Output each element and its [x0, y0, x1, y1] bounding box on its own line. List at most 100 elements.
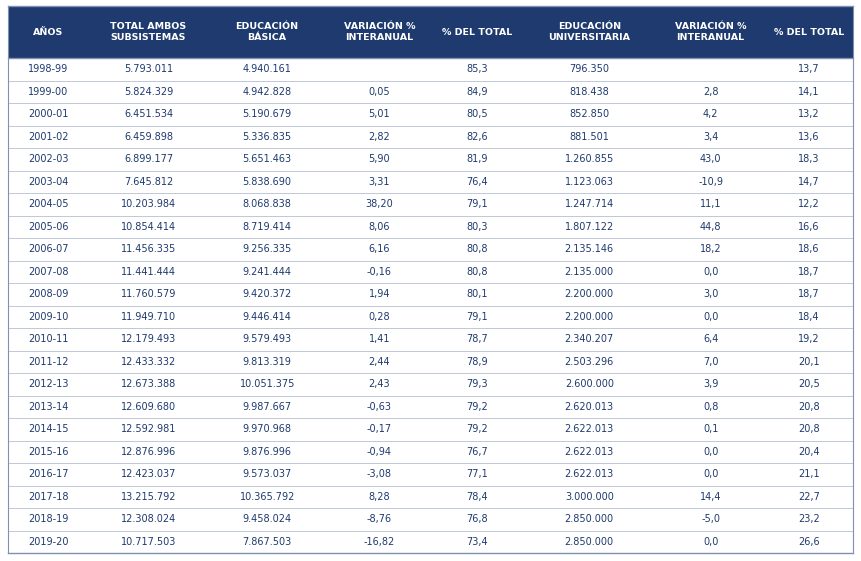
Text: 2013-14: 2013-14	[28, 402, 68, 412]
Text: 2012-13: 2012-13	[28, 379, 68, 389]
Text: 6.459.898: 6.459.898	[124, 132, 173, 142]
Text: 4,2: 4,2	[703, 109, 718, 119]
Text: 2.340.207: 2.340.207	[565, 334, 614, 344]
Text: 2.622.013: 2.622.013	[565, 424, 614, 434]
Text: 80,5: 80,5	[467, 109, 488, 119]
Text: EDUCACIÓN
BÁSICA: EDUCACIÓN BÁSICA	[236, 22, 299, 42]
Text: 20,1: 20,1	[798, 357, 820, 367]
Text: 10.203.984: 10.203.984	[121, 199, 177, 209]
Text: 9.420.372: 9.420.372	[243, 289, 292, 299]
Text: 4.942.828: 4.942.828	[243, 87, 292, 96]
Text: 2.135.000: 2.135.000	[565, 266, 614, 277]
Text: 14,1: 14,1	[798, 87, 820, 96]
Bar	[8, 306, 853, 328]
Text: 0,05: 0,05	[369, 87, 390, 96]
Text: 14,7: 14,7	[798, 177, 820, 187]
Text: 2002-03: 2002-03	[28, 154, 68, 164]
Text: 80,1: 80,1	[467, 289, 488, 299]
Text: 3.000.000: 3.000.000	[565, 492, 614, 502]
Text: 11.456.335: 11.456.335	[121, 244, 177, 254]
Text: 3,9: 3,9	[703, 379, 718, 389]
Text: % DEL TOTAL: % DEL TOTAL	[443, 27, 512, 36]
Text: 0,0: 0,0	[703, 469, 718, 479]
Text: 3,31: 3,31	[369, 177, 390, 187]
Text: 76,8: 76,8	[467, 514, 488, 524]
Text: 0,1: 0,1	[703, 424, 718, 434]
Text: 3,4: 3,4	[703, 132, 718, 142]
Text: 2014-15: 2014-15	[28, 424, 68, 434]
Text: 2.622.013: 2.622.013	[565, 447, 614, 457]
Text: 13,2: 13,2	[798, 109, 820, 119]
Text: 11.760.579: 11.760.579	[121, 289, 177, 299]
Text: -0,17: -0,17	[367, 424, 392, 434]
Text: 85,3: 85,3	[467, 65, 488, 74]
Text: 3,0: 3,0	[703, 289, 718, 299]
Text: 0,0: 0,0	[703, 312, 718, 322]
Text: VARIACIÓN %
INTERANUAL: VARIACIÓN % INTERANUAL	[344, 22, 415, 42]
Text: 12.179.493: 12.179.493	[121, 334, 177, 344]
Bar	[8, 283, 853, 306]
Bar	[8, 418, 853, 440]
Text: 79,1: 79,1	[467, 312, 488, 322]
Text: 2,43: 2,43	[369, 379, 390, 389]
Text: 5.190.679: 5.190.679	[243, 109, 292, 119]
Text: 10.854.414: 10.854.414	[121, 222, 177, 232]
Text: 80,8: 80,8	[467, 244, 488, 254]
Text: 8,28: 8,28	[369, 492, 390, 502]
Text: 18,7: 18,7	[798, 266, 820, 277]
Text: % DEL TOTAL: % DEL TOTAL	[774, 27, 844, 36]
Text: 11.949.710: 11.949.710	[121, 312, 177, 322]
Text: 2.503.296: 2.503.296	[565, 357, 614, 367]
Text: 0,28: 0,28	[369, 312, 390, 322]
Text: 22,7: 22,7	[798, 492, 820, 502]
Text: -16,82: -16,82	[364, 537, 395, 547]
Text: 5,90: 5,90	[369, 154, 390, 164]
Text: 14,4: 14,4	[700, 492, 722, 502]
Text: 2,8: 2,8	[703, 87, 718, 96]
Text: 20,8: 20,8	[798, 402, 820, 412]
Text: 18,3: 18,3	[798, 154, 820, 164]
Text: 2008-09: 2008-09	[28, 289, 68, 299]
Text: 79,2: 79,2	[467, 402, 488, 412]
Text: 76,4: 76,4	[467, 177, 488, 187]
Text: 2000-01: 2000-01	[28, 109, 68, 119]
Bar	[8, 396, 853, 418]
Text: 2006-07: 2006-07	[28, 244, 68, 254]
Bar	[8, 126, 853, 148]
Text: 19,2: 19,2	[798, 334, 820, 344]
Text: 0,8: 0,8	[703, 402, 718, 412]
Text: 82,6: 82,6	[467, 132, 488, 142]
Text: 2,44: 2,44	[369, 357, 390, 367]
Text: 2001-02: 2001-02	[28, 132, 68, 142]
Text: AÑOS: AÑOS	[33, 27, 63, 36]
Text: 2015-16: 2015-16	[28, 447, 68, 457]
Text: 5,01: 5,01	[369, 109, 390, 119]
Text: 78,7: 78,7	[467, 334, 488, 344]
Text: 12.308.024: 12.308.024	[121, 514, 177, 524]
Text: 12,2: 12,2	[798, 199, 820, 209]
Text: 10.717.503: 10.717.503	[121, 537, 177, 547]
Text: 796.350: 796.350	[569, 65, 610, 74]
Text: 80,3: 80,3	[467, 222, 488, 232]
Text: 79,2: 79,2	[467, 424, 488, 434]
Bar	[8, 440, 853, 463]
Text: 852.850: 852.850	[569, 109, 610, 119]
Text: 20,8: 20,8	[798, 424, 820, 434]
Text: 20,4: 20,4	[798, 447, 820, 457]
Text: 2.850.000: 2.850.000	[565, 514, 614, 524]
Text: -8,76: -8,76	[367, 514, 392, 524]
Text: 21,1: 21,1	[798, 469, 820, 479]
Text: 818.438: 818.438	[569, 87, 609, 96]
Text: 2.622.013: 2.622.013	[565, 469, 614, 479]
Text: 23,2: 23,2	[798, 514, 820, 524]
Text: -0,94: -0,94	[367, 447, 392, 457]
Text: 38,20: 38,20	[366, 199, 393, 209]
Text: 11.441.444: 11.441.444	[121, 266, 176, 277]
Bar	[8, 58, 853, 80]
Text: TOTAL AMBOS
SUBSISTEMAS: TOTAL AMBOS SUBSISTEMAS	[110, 22, 187, 42]
Text: 2,82: 2,82	[369, 132, 390, 142]
Text: 81,9: 81,9	[467, 154, 488, 164]
Text: -10,9: -10,9	[698, 177, 723, 187]
Bar	[8, 80, 853, 103]
Text: 79,3: 79,3	[467, 379, 488, 389]
